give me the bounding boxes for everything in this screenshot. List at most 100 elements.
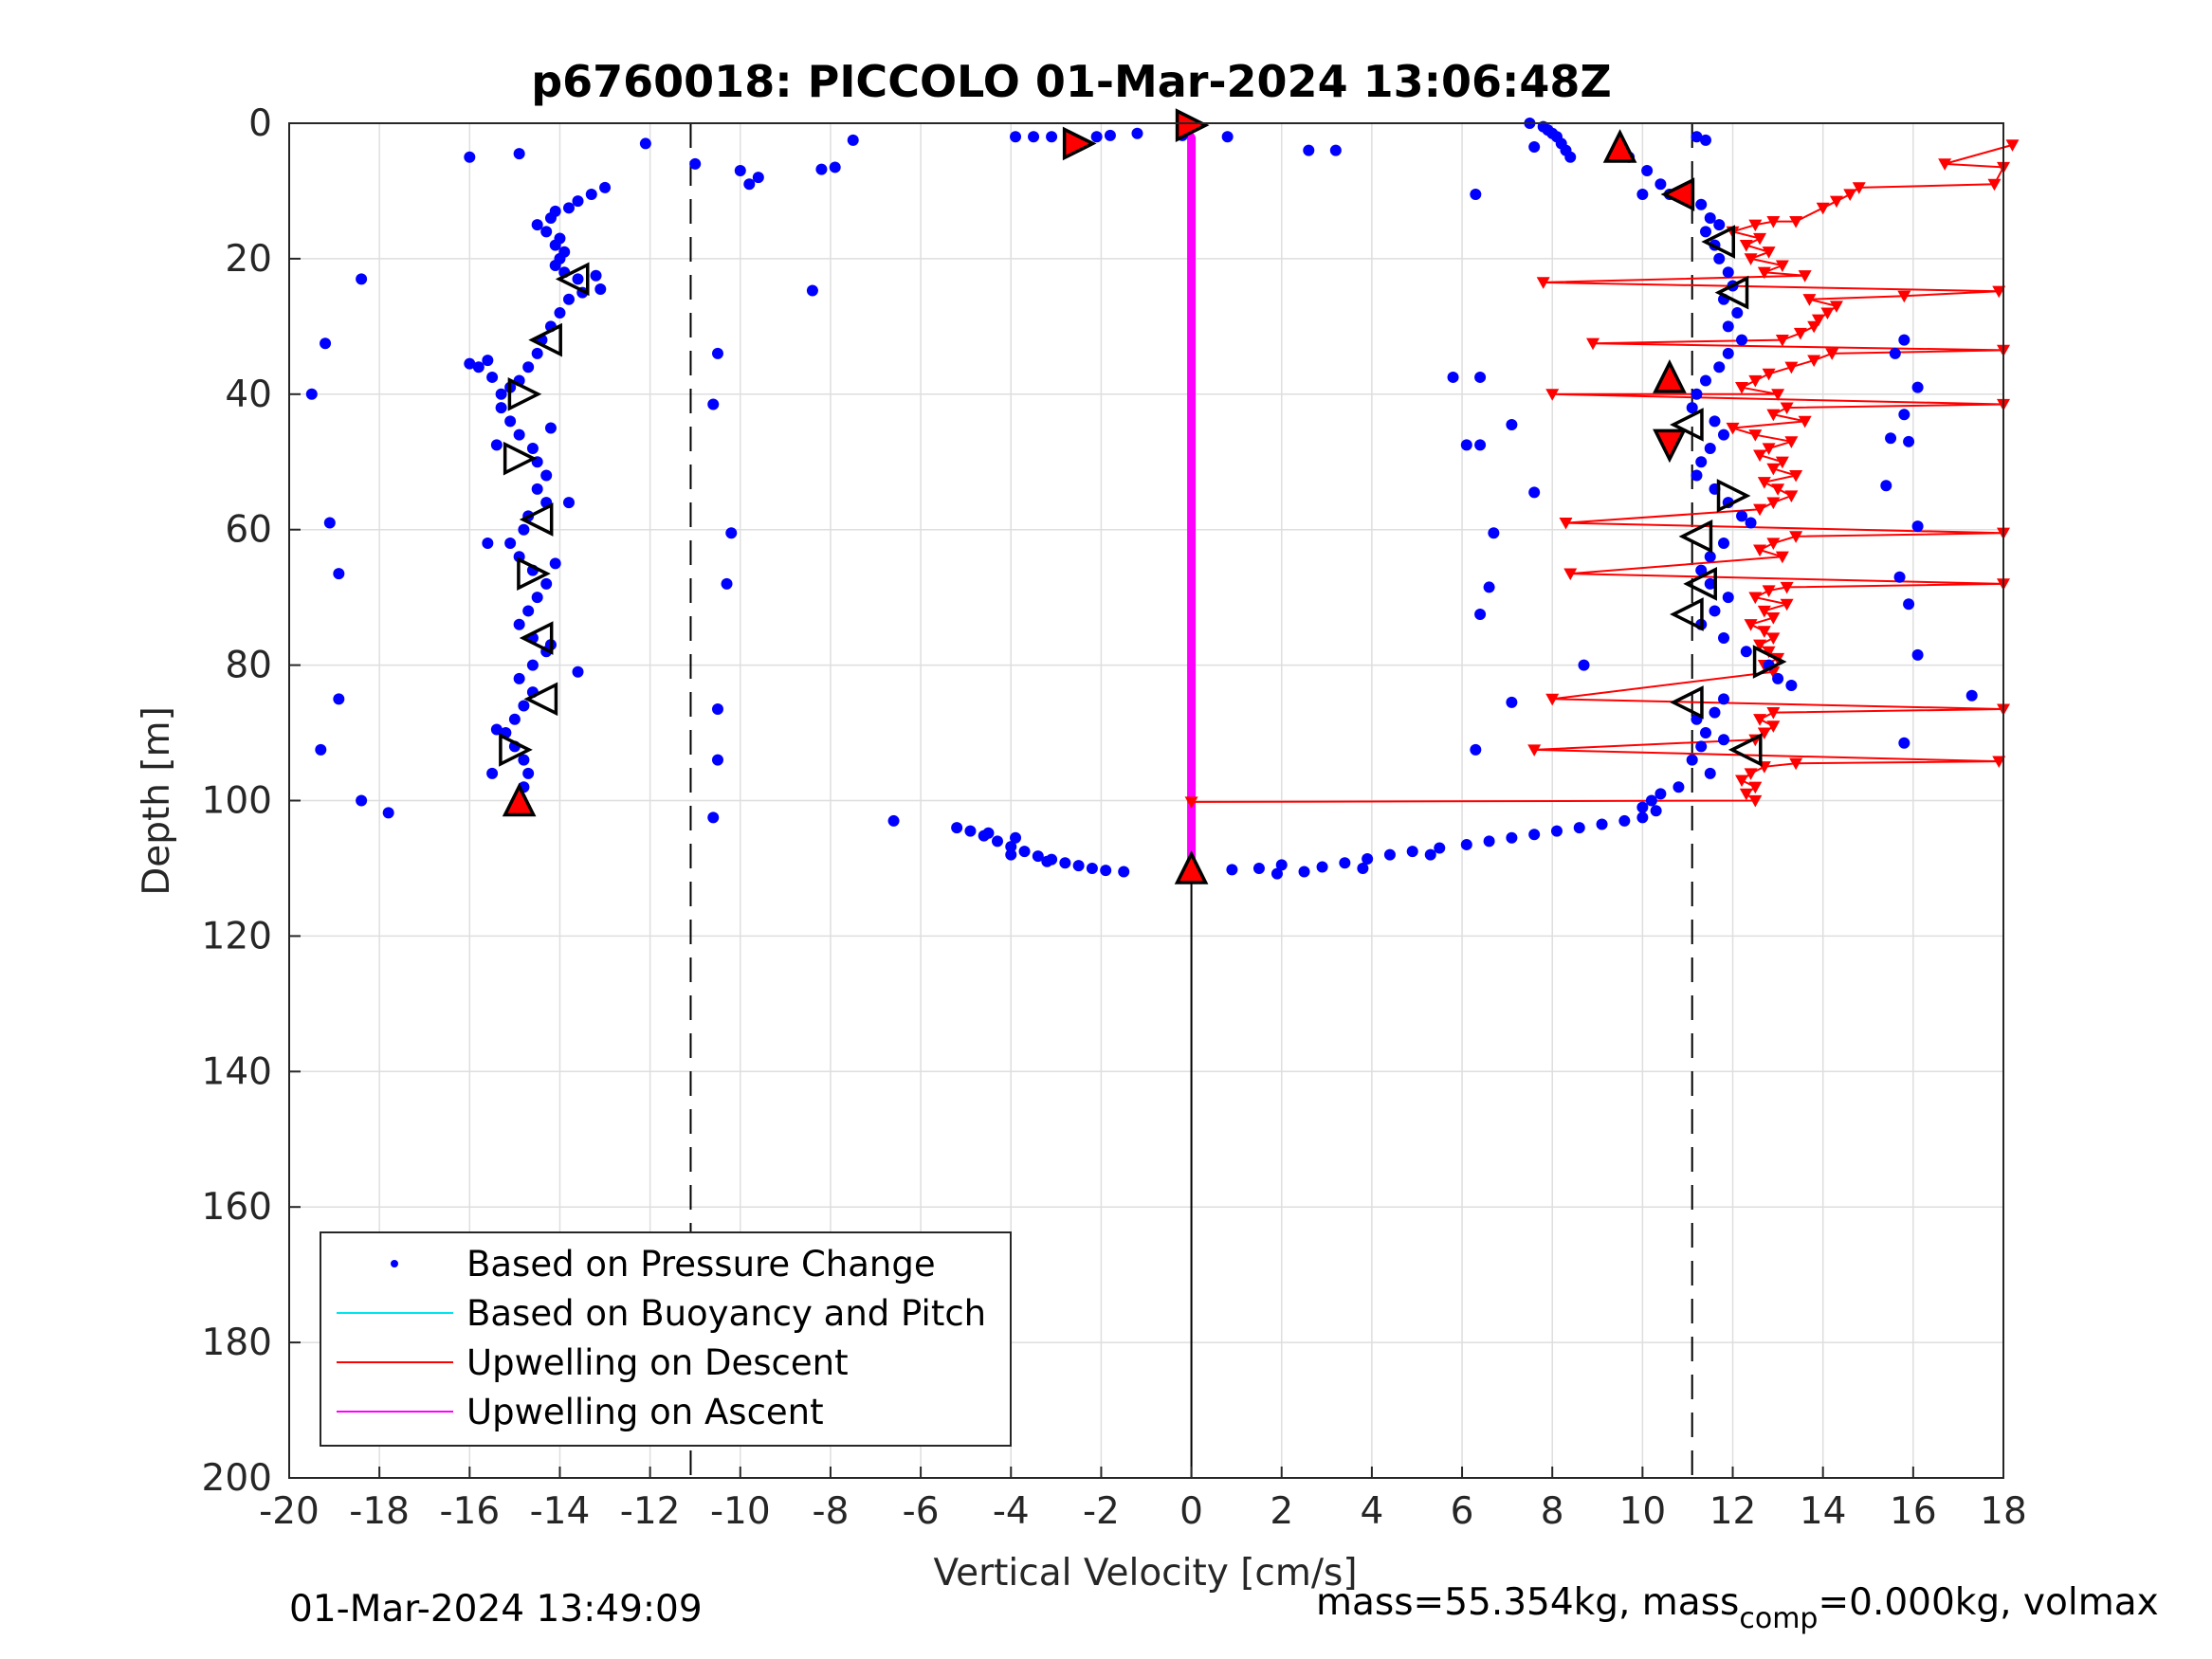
triangle-marker [1752, 645, 1787, 679]
x-tick-label: -16 [439, 1490, 500, 1533]
pressure-change-point [1699, 226, 1711, 238]
upwelling-ascent-marker [1187, 783, 1196, 792]
triangle-marker [1653, 359, 1687, 393]
upwelling-descent-marker [1563, 568, 1578, 581]
pressure-change-point [1650, 805, 1662, 817]
upwelling-descent-marker [1527, 744, 1542, 757]
pressure-change-point [1889, 347, 1901, 359]
upwelling-descent-marker [1545, 389, 1560, 401]
pressure-change-point [1005, 841, 1017, 853]
pressure-change-point [991, 835, 1003, 848]
x-tick-label: 10 [1619, 1490, 1667, 1533]
pressure-change-point [1709, 706, 1721, 719]
upwelling-descent-marker [1753, 714, 1767, 726]
pressure-change-point [1406, 846, 1418, 858]
pressure-change-point [1718, 693, 1730, 705]
pressure-change-point [1329, 144, 1342, 156]
y-tick-label: 80 [225, 645, 272, 687]
legend-label: Based on Pressure Change [466, 1244, 936, 1285]
pressure-change-point [599, 181, 612, 193]
upwelling-ascent-marker [1187, 715, 1196, 723]
upwelling-descent-marker [1766, 632, 1781, 646]
pressure-change-point [518, 523, 530, 536]
triangle-marker [1670, 408, 1704, 442]
legend: Based on Pressure Change Based on Buoyanc… [320, 1231, 1012, 1447]
pressure-change-point [572, 665, 584, 678]
pressure-change-point [1072, 860, 1085, 872]
pressure-change-point [1695, 456, 1708, 468]
upwelling-ascent-marker [1187, 810, 1196, 818]
x-tick-label: 14 [1800, 1490, 1847, 1533]
y-axis-label: Depth [m] [136, 706, 178, 896]
pressure-change-point [1474, 439, 1487, 451]
pressure-change-point [486, 767, 499, 779]
pressure-change-point [1636, 811, 1649, 824]
upwelling-descent-marker [1780, 581, 1794, 594]
upwelling-descent-marker [1807, 320, 1821, 334]
upwelling-descent-marker [1798, 415, 1812, 428]
y-tick-label: 120 [202, 915, 272, 957]
pressure-change-point [1641, 165, 1654, 177]
pressure-change-point [315, 743, 327, 756]
pressure-change-point [1691, 131, 1703, 143]
upwelling-ascent-marker [1187, 484, 1196, 493]
chart-title: p6760018: PICCOLO 01-Mar-2024 13:06:48Z [531, 56, 1612, 107]
pressure-change-point [1709, 605, 1721, 617]
upwelling-ascent-marker [1187, 241, 1196, 249]
upwelling-descent-marker [1807, 355, 1821, 368]
pressure-change-point [1005, 848, 1017, 861]
pressure-change-point [549, 557, 561, 570]
triangle-marker [1683, 567, 1717, 601]
pressure-change-point [464, 357, 476, 370]
upwelling-ascent-marker [1187, 512, 1196, 520]
upwelling-descent-marker [1753, 639, 1767, 652]
upwelling-ascent-marker [1187, 282, 1196, 290]
legend-swatch-dot [391, 1260, 398, 1267]
pressure-change-point [594, 283, 607, 296]
triangle-marker [1714, 275, 1749, 310]
upwelling-descent-marker [1789, 757, 1803, 771]
pressure-change-point [1578, 659, 1590, 671]
upwelling-descent-marker [1775, 335, 1789, 347]
pressure-change-point [544, 212, 557, 225]
pressure-change-point [712, 703, 723, 716]
pressure-change-point [1564, 151, 1577, 163]
x-tick-label: 18 [1980, 1490, 2027, 1533]
upwelling-descent-marker [1726, 422, 1740, 435]
upwelling-descent-marker [1748, 374, 1763, 388]
pressure-change-point [1252, 862, 1265, 874]
x-tick-label: 16 [1890, 1490, 1937, 1533]
upwelling-descent-marker [1784, 490, 1799, 502]
upwelling-descent-marker [1852, 182, 1866, 194]
pressure-change-point [1059, 857, 1071, 869]
pressure-change-point [1275, 859, 1288, 871]
upwelling-descent-marker [2005, 139, 2020, 152]
pressure-change-point [472, 361, 484, 374]
pressure-change-point [1722, 347, 1734, 359]
x-tick-label: -20 [259, 1490, 320, 1533]
mass-rest: =0.000kg, volmax [1818, 1581, 2159, 1624]
upwelling-ascent-marker [1187, 566, 1196, 574]
pressure-change-point [1470, 189, 1482, 201]
legend-label: Upwelling on Ascent [466, 1392, 824, 1432]
pressure-change-point [1460, 838, 1472, 850]
triangle-marker [1701, 225, 1736, 259]
pressure-change-point [1303, 144, 1315, 156]
y-tick-label: 0 [248, 102, 272, 145]
y-axis-ticks: 0 20 40 60 80 100 120 140 160 180 200 [202, 102, 301, 1500]
x-tick-label: -4 [993, 1490, 1030, 1533]
triangle-marker [528, 322, 562, 357]
pressure-change-point [522, 767, 535, 779]
upwelling-ascent-marker [1187, 538, 1196, 547]
upwelling-descent-marker [1762, 646, 1776, 659]
pressure-change-point [508, 713, 521, 725]
upwelling-descent-marker [1739, 240, 1753, 252]
pressure-change-point [323, 517, 336, 529]
y-tick-label: 20 [225, 238, 272, 281]
upwelling-descent-marker [1739, 788, 1753, 801]
pressure-change-point [1718, 734, 1730, 746]
pressure-change-point [1506, 696, 1518, 708]
x-tick-label: 6 [1451, 1490, 1474, 1533]
upwelling-ascent-marker [1187, 228, 1196, 236]
upwelling-descent-marker [1757, 605, 1771, 618]
